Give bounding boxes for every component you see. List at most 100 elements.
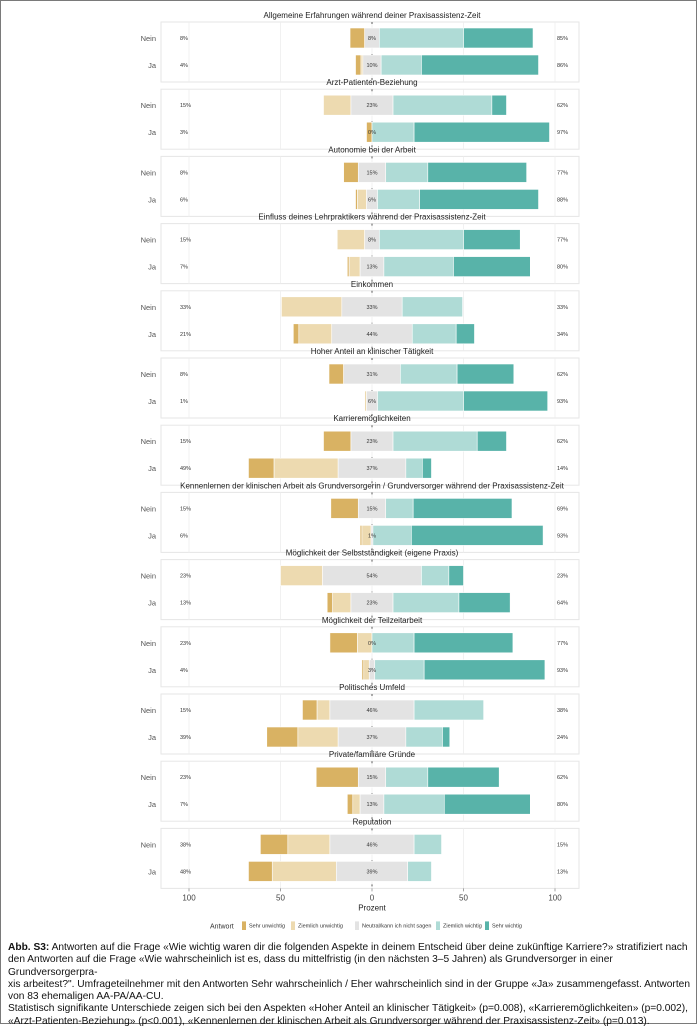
- neutral-percent-label: 0%: [368, 641, 376, 647]
- neutral-percent-label: 46%: [366, 842, 377, 848]
- bar-segment-ziemlich-wichtig: [392, 94, 493, 116]
- row-label: Nein: [141, 437, 156, 446]
- legend-label: Sehr wichtig: [492, 923, 522, 929]
- bar-segment-sehr-unwichtig: [266, 726, 299, 748]
- legend-label: Neutral/kann ich nicht sagen: [362, 923, 431, 929]
- row-label: Nein: [141, 236, 156, 245]
- bar-segment-ziemlich-wichtig: [413, 834, 442, 855]
- bar-segment-sehr-unwichtig: [343, 162, 359, 183]
- row-label: Ja: [148, 666, 157, 675]
- neutral-percent-label: 37%: [366, 735, 377, 741]
- neutral-percent-label: 31%: [366, 372, 377, 378]
- legend-swatch: [355, 921, 359, 930]
- bar-segment-ziemlich-wichtig: [371, 121, 415, 143]
- bar-segment-ziemlich-wichtig: [372, 525, 412, 546]
- right-percent-label: 77%: [557, 170, 568, 176]
- bar-segment-sehr-wichtig: [423, 659, 546, 681]
- legend-title: Antwort: [210, 923, 234, 930]
- right-percent-label: 34%: [557, 332, 568, 338]
- left-percent-label: 33%: [180, 305, 191, 311]
- right-percent-label: 62%: [557, 775, 568, 781]
- neutral-percent-label: 33%: [366, 305, 377, 311]
- bar-segment-sehr-unwichtig: [323, 430, 352, 452]
- bar-segment-ziemlich-wichtig: [421, 565, 450, 586]
- bar-segment-ziemlich-wichtig: [385, 498, 414, 519]
- bar-segment-sehr-unwichtig: [293, 323, 300, 345]
- left-percent-label: 3%: [180, 130, 188, 136]
- row-label: Nein: [141, 840, 156, 849]
- likert-chart: Allgemeine Erfahrungen während deiner Pr…: [141, 11, 580, 930]
- right-percent-label: 77%: [557, 238, 568, 244]
- bar-segment-ziemlich-wichtig: [374, 659, 425, 681]
- bar-segment-ziemlich-unwichtig: [352, 793, 361, 815]
- right-percent-label: 15%: [557, 842, 568, 848]
- bar-segment-sehr-wichtig: [453, 256, 531, 277]
- bar-segment-sehr-wichtig: [476, 430, 507, 452]
- left-percent-label: 39%: [180, 735, 191, 741]
- right-percent-label: 13%: [557, 869, 568, 875]
- bar-segment-sehr-wichtig: [412, 498, 513, 519]
- bar-segment-sehr-unwichtig: [248, 457, 275, 479]
- neutral-percent-label: 15%: [366, 775, 377, 781]
- neutral-percent-label: 37%: [366, 466, 377, 472]
- row-label: Ja: [148, 128, 157, 137]
- left-percent-label: 38%: [180, 842, 191, 848]
- row-label: Ja: [148, 531, 157, 540]
- right-percent-label: 86%: [557, 63, 568, 69]
- neutral-percent-label: 6%: [368, 399, 376, 405]
- neutral-percent-label: 0%: [368, 130, 376, 136]
- right-percent-label: 93%: [557, 399, 568, 405]
- neutral-percent-label: 13%: [366, 802, 377, 808]
- left-percent-label: 6%: [180, 533, 188, 539]
- bar-segment-sehr-wichtig: [456, 363, 515, 385]
- row-label: Nein: [141, 303, 156, 312]
- row-label: Ja: [148, 61, 157, 70]
- bar-segment-sehr-wichtig: [411, 525, 544, 546]
- bar-segment-sehr-wichtig: [448, 565, 464, 586]
- bar-segment-sehr-wichtig: [458, 592, 511, 613]
- panel-title: Arzt-Patienten-Beziehung: [326, 78, 417, 87]
- caption-label: Abb. S3:: [8, 942, 50, 953]
- bar-segment-sehr-wichtig: [422, 457, 432, 479]
- figure-caption: Abb. S3: Antworten auf die Frage «Wie wi…: [8, 942, 692, 1028]
- left-percent-label: 15%: [180, 506, 191, 512]
- left-percent-label: 48%: [180, 869, 191, 875]
- legend-swatch: [436, 921, 440, 930]
- right-percent-label: 64%: [557, 601, 568, 607]
- bar-segment-sehr-wichtig: [419, 189, 539, 210]
- neutral-percent-label: 54%: [366, 574, 377, 580]
- bar-segment-ziemlich-unwichtig: [357, 189, 367, 210]
- bar-segment-ziemlich-wichtig: [400, 363, 458, 385]
- bar-segment-ziemlich-wichtig: [392, 430, 478, 452]
- x-tick-label: 100: [548, 893, 562, 902]
- bar-segment-ziemlich-unwichtig: [348, 256, 361, 277]
- neutral-percent-label: 10%: [366, 63, 377, 69]
- neutral-percent-label: 6%: [368, 197, 376, 203]
- neutral-percent-label: 8%: [368, 36, 376, 42]
- bar-segment-ziemlich-wichtig: [405, 457, 423, 479]
- bar-segment-ziemlich-wichtig: [371, 632, 415, 654]
- right-percent-label: 33%: [557, 305, 568, 311]
- right-percent-label: 93%: [557, 668, 568, 674]
- panel-title: Einfluss deines Lehrpraktikers während d…: [258, 213, 486, 222]
- x-tick-label: 50: [276, 893, 285, 902]
- right-percent-label: 38%: [557, 708, 568, 714]
- bar-segment-sehr-unwichtig: [346, 793, 354, 815]
- bar-segment-sehr-wichtig: [427, 162, 527, 183]
- row-label: Nein: [141, 34, 156, 43]
- bar-segment-sehr-wichtig: [421, 54, 539, 76]
- bar-segment-sehr-unwichtig: [328, 363, 344, 385]
- row-label: Nein: [141, 639, 156, 648]
- caption-line: Statistisch signifikante Unterschiede ze…: [8, 1003, 688, 1015]
- right-percent-label: 80%: [557, 265, 568, 271]
- panel-title: Reputation: [353, 817, 392, 826]
- bar-segment-ziemlich-unwichtig: [323, 94, 352, 116]
- bar-segment-ziemlich-unwichtig: [273, 457, 339, 479]
- panel-title: Kennenlernen der klinischen Arbeit als G…: [180, 481, 565, 490]
- legend-swatch: [291, 921, 295, 930]
- row-label: Ja: [148, 195, 157, 204]
- row-label: Ja: [148, 800, 157, 809]
- bar-segment-ziemlich-wichtig: [377, 189, 420, 210]
- bar-segment-ziemlich-wichtig: [405, 726, 443, 748]
- right-percent-label: 80%: [557, 802, 568, 808]
